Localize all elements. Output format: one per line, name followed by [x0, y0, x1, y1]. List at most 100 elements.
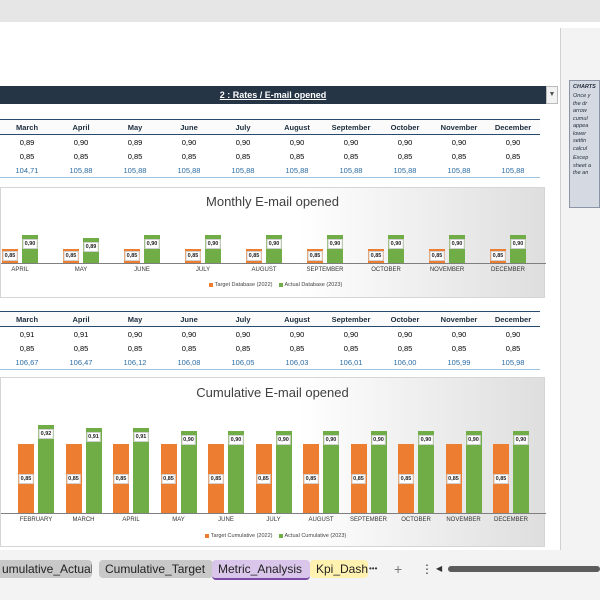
- value-cell[interactable]: 0,85: [181, 151, 197, 161]
- value-cell[interactable]: 0,90: [343, 329, 359, 339]
- month-header-cell[interactable]: November: [432, 311, 486, 327]
- index-cell[interactable]: 105,88: [270, 163, 324, 178]
- actual-bar[interactable]: [133, 427, 149, 513]
- actual-bar[interactable]: [275, 430, 292, 513]
- month-header-cell[interactable]: August: [270, 311, 324, 327]
- actual-bar[interactable]: [180, 430, 197, 513]
- index-cell[interactable]: 105,88: [216, 163, 270, 178]
- value-cell[interactable]: 0,90: [397, 137, 413, 147]
- value-cell[interactable]: 0,89: [19, 137, 35, 147]
- index-cell[interactable]: 105,88: [486, 163, 540, 178]
- value-cell[interactable]: 0,85: [451, 343, 467, 353]
- actual-bar[interactable]: [465, 430, 482, 513]
- index-cell[interactable]: 106,03: [270, 355, 324, 370]
- month-header-cell[interactable]: October: [378, 311, 432, 327]
- month-header-cell[interactable]: September: [324, 311, 378, 327]
- scroll-left-icon[interactable]: ◀: [436, 564, 443, 573]
- actual-bar[interactable]: [370, 430, 387, 513]
- index-cell[interactable]: 105,88: [54, 163, 108, 178]
- tab-metric-analysis[interactable]: Metric_Analysis: [212, 560, 310, 580]
- value-cell[interactable]: 0,85: [19, 343, 35, 353]
- value-cell[interactable]: 0,90: [451, 329, 467, 339]
- index-cell[interactable]: 105,88: [108, 163, 162, 178]
- actual-bar[interactable]: [85, 427, 102, 513]
- add-sheet-icon[interactable]: +: [394, 561, 403, 577]
- value-cell[interactable]: 0,90: [235, 137, 251, 147]
- month-header-cell[interactable]: June: [162, 119, 216, 135]
- index-cell[interactable]: 106,08: [162, 355, 216, 370]
- actual-bar[interactable]: [228, 430, 244, 513]
- value-cell[interactable]: 0,90: [451, 137, 467, 147]
- options-icon[interactable]: ⋮: [421, 562, 433, 576]
- value-cell[interactable]: 0,91: [73, 329, 89, 339]
- value-cell[interactable]: 0,85: [343, 343, 359, 353]
- value-cell[interactable]: 0,90: [127, 329, 143, 339]
- month-header-cell[interactable]: April: [54, 119, 108, 135]
- index-cell[interactable]: 104,71: [0, 163, 54, 178]
- index-cell[interactable]: 105,88: [378, 163, 432, 178]
- tab-cumulative-target[interactable]: Cumulative_Target: [99, 560, 213, 578]
- value-cell[interactable]: 0,85: [343, 151, 359, 161]
- month-header-cell[interactable]: March: [0, 119, 54, 135]
- tab-cumulative-actual[interactable]: umulative_Actual: [0, 560, 92, 578]
- cumulative-chart[interactable]: Cumulative E-mail opened 0,85 0,92 FEBRUAR…: [0, 377, 546, 547]
- value-cell[interactable]: 0,91: [19, 329, 35, 339]
- value-cell[interactable]: 0,85: [127, 343, 143, 353]
- month-header-cell[interactable]: May: [108, 119, 162, 135]
- value-cell[interactable]: 0,90: [397, 329, 413, 339]
- value-cell[interactable]: 0,89: [127, 137, 143, 147]
- actual-bar[interactable]: [418, 430, 434, 513]
- value-cell[interactable]: 0,85: [19, 151, 35, 161]
- actual-bar[interactable]: [38, 425, 54, 513]
- actual-bar[interactable]: [323, 430, 339, 513]
- month-header-cell[interactable]: June: [162, 311, 216, 327]
- month-header-cell[interactable]: July: [216, 311, 270, 327]
- month-header-cell[interactable]: April: [54, 311, 108, 327]
- value-cell[interactable]: 0,90: [73, 137, 89, 147]
- month-header-cell[interactable]: July: [216, 119, 270, 135]
- value-cell[interactable]: 0,85: [73, 343, 89, 353]
- index-cell[interactable]: 105,99: [432, 355, 486, 370]
- value-cell[interactable]: 0,90: [343, 137, 359, 147]
- month-header-cell[interactable]: October: [378, 119, 432, 135]
- value-cell[interactable]: 0,90: [235, 329, 251, 339]
- value-cell[interactable]: 0,90: [181, 137, 197, 147]
- scrollbar-thumb[interactable]: [448, 566, 600, 572]
- value-cell[interactable]: 0,90: [505, 137, 521, 147]
- month-header-cell[interactable]: December: [486, 311, 540, 327]
- dropdown-arrow-icon[interactable]: ▼: [546, 86, 558, 104]
- value-cell[interactable]: 0,90: [289, 137, 305, 147]
- value-cell[interactable]: 0,90: [181, 329, 197, 339]
- value-cell[interactable]: 0,85: [289, 151, 305, 161]
- index-cell[interactable]: 105,88: [432, 163, 486, 178]
- month-header-cell[interactable]: November: [432, 119, 486, 135]
- month-header-cell[interactable]: August: [270, 119, 324, 135]
- value-cell[interactable]: 0,85: [451, 151, 467, 161]
- tab-kpi-dash[interactable]: Kpi_Dash: [310, 560, 368, 578]
- index-cell[interactable]: 105,98: [486, 355, 540, 370]
- value-cell[interactable]: 0,85: [505, 151, 521, 161]
- value-cell[interactable]: 0,85: [397, 151, 413, 161]
- value-cell[interactable]: 0,85: [505, 343, 521, 353]
- value-cell[interactable]: 0,85: [73, 151, 89, 161]
- value-cell[interactable]: 0,85: [127, 151, 143, 161]
- monthly-chart[interactable]: Monthly E-mail opened 0,85 0,90 APRIL 0,85 0…: [0, 187, 546, 298]
- month-header-cell[interactable]: May: [108, 311, 162, 327]
- value-cell[interactable]: 0,85: [235, 151, 251, 161]
- value-cell[interactable]: 0,85: [181, 343, 197, 353]
- index-cell[interactable]: 106,01: [324, 355, 378, 370]
- month-header-cell[interactable]: September: [324, 119, 378, 135]
- value-cell[interactable]: 0,85: [397, 343, 413, 353]
- index-cell[interactable]: 105,88: [162, 163, 216, 178]
- index-cell[interactable]: 106,12: [108, 355, 162, 370]
- value-cell[interactable]: 0,85: [235, 343, 251, 353]
- value-cell[interactable]: 0,90: [505, 329, 521, 339]
- month-header-cell[interactable]: March: [0, 311, 54, 327]
- more-tabs-icon[interactable]: •••: [369, 564, 378, 573]
- index-cell[interactable]: 106,00: [378, 355, 432, 370]
- actual-bar[interactable]: [513, 430, 529, 513]
- index-cell[interactable]: 106,67: [0, 355, 54, 370]
- month-header-cell[interactable]: December: [486, 119, 540, 135]
- horizontal-scrollbar[interactable]: ◀: [436, 564, 600, 573]
- index-cell[interactable]: 106,47: [54, 355, 108, 370]
